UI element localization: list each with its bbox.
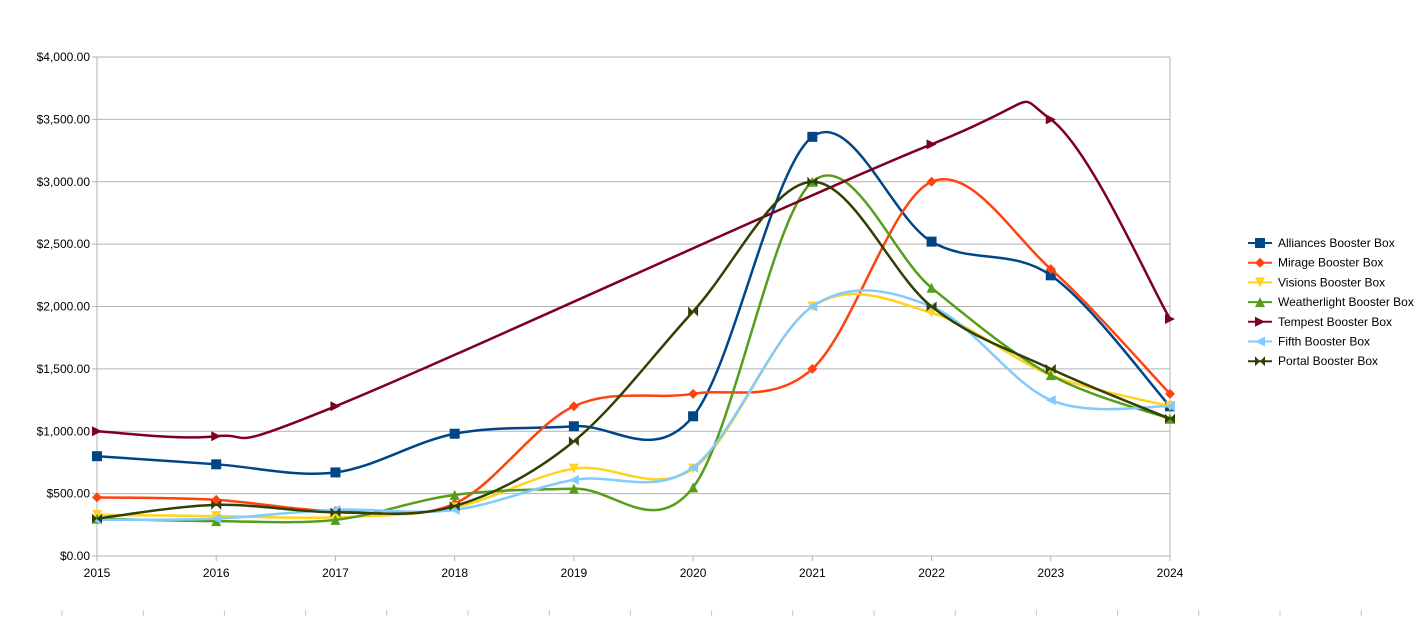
legend-marker	[1255, 297, 1265, 308]
data-point	[1165, 401, 1175, 412]
bottom-ruler-marks	[61, 610, 1362, 616]
x-tick-label: 2022	[918, 566, 945, 580]
x-tick-label: 2020	[680, 566, 707, 580]
data-point	[330, 507, 341, 518]
data-point	[1045, 363, 1056, 374]
y-tick-label: $3,000.00	[37, 175, 91, 189]
series-line	[96, 289, 1171, 522]
y-tick-label: $1,000.00	[37, 424, 91, 438]
data-point	[568, 474, 579, 485]
data-point	[1165, 388, 1175, 399]
data-point	[211, 499, 222, 510]
data-point	[1045, 270, 1056, 281]
legend-label: Weatherlight Booster Box	[1278, 295, 1414, 309]
data-point	[807, 301, 818, 312]
series-visions-booster-box	[92, 292, 1175, 523]
data-point	[688, 306, 699, 317]
x-tick-label: 2018	[441, 566, 468, 580]
data-point	[1165, 413, 1175, 424]
series-alliances-booster-box	[92, 130, 1175, 478]
data-point	[926, 139, 937, 150]
data-point	[449, 489, 460, 500]
legend-marker	[1255, 277, 1265, 288]
data-point	[688, 411, 699, 422]
data-point	[688, 388, 699, 399]
series-line	[96, 178, 1171, 516]
x-tick-label: 2016	[203, 566, 230, 580]
data-point	[568, 436, 579, 447]
data-point	[1165, 313, 1175, 324]
data-point	[92, 513, 102, 524]
series-line	[96, 100, 1172, 440]
data-point	[92, 426, 102, 437]
legend-marker	[1255, 356, 1265, 367]
series-tempest-booster-box	[92, 100, 1175, 442]
series-group	[92, 100, 1175, 527]
y-tick-label: $500.00	[47, 487, 91, 501]
x-tick-label: 2015	[84, 566, 111, 580]
data-point	[688, 462, 699, 473]
legend-label: Tempest Booster Box	[1278, 315, 1392, 329]
data-point	[1045, 395, 1056, 406]
data-point	[926, 282, 937, 293]
data-point	[568, 421, 579, 432]
data-point	[926, 301, 937, 312]
grid-lines	[97, 56, 1170, 557]
data-point	[807, 363, 818, 374]
legend-marker	[1255, 257, 1265, 268]
data-point	[568, 463, 579, 474]
legend-label: Fifth Booster Box	[1278, 335, 1370, 349]
data-point	[449, 428, 460, 439]
legend-label: Alliances Booster Box	[1278, 236, 1395, 250]
data-point	[449, 501, 460, 512]
series-mirage-booster-box	[92, 176, 1175, 517]
y-tick-label: $3,500.00	[37, 112, 91, 126]
y-tick-label: $1,500.00	[37, 362, 91, 376]
data-point	[1045, 370, 1056, 381]
data-point	[688, 482, 699, 493]
data-point	[807, 176, 818, 187]
legend-marker	[1255, 336, 1265, 347]
legend-marker	[1255, 316, 1265, 327]
legend: Alliances Booster Box Mirage Booster Box V…	[1248, 236, 1414, 368]
data-point	[1045, 264, 1056, 275]
x-axis-ticks: 2015 2016 2017 2018 2019 2020 2021 2022 2023 2024	[84, 556, 1184, 580]
legend-label: Portal Booster Box	[1278, 354, 1378, 368]
y-tick-label: $0.00	[60, 549, 90, 563]
data-point	[568, 401, 579, 412]
x-tick-label: 2024	[1157, 566, 1184, 580]
y-axis-ticks: $0.00 $500.00 $1,000.00 $1,500.00 $2,000.00 $…	[37, 50, 97, 563]
series-portal-booster-box	[92, 176, 1175, 524]
data-point	[568, 483, 579, 494]
data-point	[92, 451, 102, 462]
data-point	[330, 467, 341, 478]
data-point	[807, 131, 818, 142]
legend-label: Visions Booster Box	[1278, 275, 1385, 289]
data-point	[1045, 114, 1056, 125]
x-tick-label: 2017	[322, 566, 349, 580]
y-tick-label: $2,000.00	[37, 300, 91, 314]
data-point	[926, 236, 937, 247]
y-tick-label: $4,000.00	[37, 50, 91, 64]
x-tick-label: 2019	[561, 566, 588, 580]
x-tick-label: 2023	[1037, 566, 1064, 580]
data-point	[211, 431, 222, 442]
x-tick-label: 2021	[799, 566, 826, 580]
series-line	[96, 180, 1171, 520]
data-point	[92, 492, 102, 503]
series-line	[96, 292, 1171, 520]
data-point	[330, 401, 341, 412]
data-point	[211, 513, 222, 524]
legend-label: Mirage Booster Box	[1278, 256, 1383, 270]
series-fifth-booster-box	[92, 289, 1175, 525]
data-point	[211, 459, 222, 470]
y-tick-label: $2,500.00	[37, 237, 91, 251]
data-point	[926, 176, 937, 187]
data-point	[330, 514, 341, 525]
series-line	[96, 130, 1171, 476]
legend-marker	[1255, 238, 1265, 248]
